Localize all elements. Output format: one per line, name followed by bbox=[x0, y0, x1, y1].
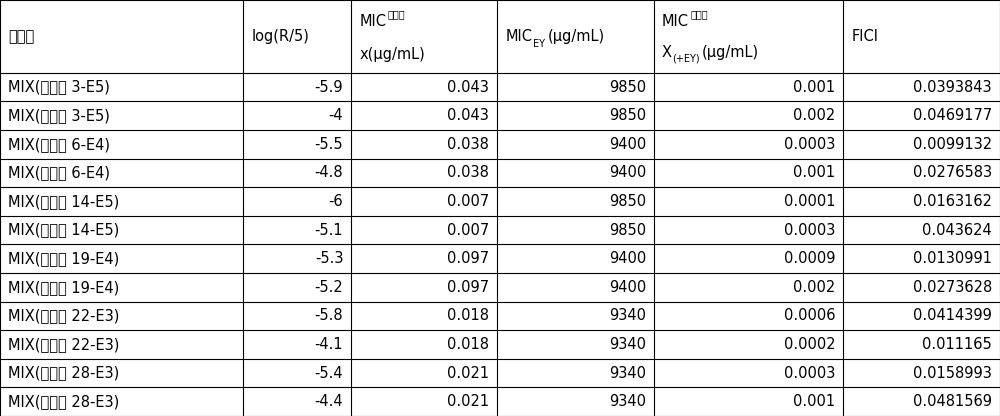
Text: 0.018: 0.018 bbox=[447, 337, 489, 352]
Text: 0.021: 0.021 bbox=[447, 366, 489, 381]
Text: FICI: FICI bbox=[851, 29, 878, 44]
Text: 0.0006: 0.0006 bbox=[784, 308, 835, 323]
Text: -4.1: -4.1 bbox=[315, 337, 343, 352]
Text: 0.0009: 0.0009 bbox=[784, 251, 835, 266]
Text: MIX(化合物 22-E3): MIX(化合物 22-E3) bbox=[8, 337, 119, 352]
Text: log(R/5): log(R/5) bbox=[251, 29, 309, 44]
Text: MIX(化合物 14-E5): MIX(化合物 14-E5) bbox=[8, 223, 119, 238]
Text: 0.0469177: 0.0469177 bbox=[913, 108, 992, 123]
Text: 9850: 9850 bbox=[609, 79, 646, 94]
Text: 0.001: 0.001 bbox=[793, 166, 835, 181]
Text: 0.0003: 0.0003 bbox=[784, 137, 835, 152]
Text: 0.0130991: 0.0130991 bbox=[913, 251, 992, 266]
Text: 0.097: 0.097 bbox=[447, 251, 489, 266]
Text: 9340: 9340 bbox=[609, 366, 646, 381]
Text: 9400: 9400 bbox=[609, 137, 646, 152]
Text: 9850: 9850 bbox=[609, 223, 646, 238]
Text: 0.0001: 0.0001 bbox=[784, 194, 835, 209]
Text: 0.0163162: 0.0163162 bbox=[913, 194, 992, 209]
Text: MIX(化合物 19-E4): MIX(化合物 19-E4) bbox=[8, 280, 119, 295]
Text: 0.007: 0.007 bbox=[447, 194, 489, 209]
Text: 0.007: 0.007 bbox=[447, 223, 489, 238]
Text: 0.001: 0.001 bbox=[793, 394, 835, 409]
Text: 0.001: 0.001 bbox=[793, 79, 835, 94]
Text: 9400: 9400 bbox=[609, 166, 646, 181]
Text: 9400: 9400 bbox=[609, 280, 646, 295]
Text: 0.002: 0.002 bbox=[793, 280, 835, 295]
Text: 化合物: 化合物 bbox=[690, 9, 708, 20]
Text: 9340: 9340 bbox=[609, 394, 646, 409]
Text: 0.021: 0.021 bbox=[447, 394, 489, 409]
Text: 0.038: 0.038 bbox=[447, 137, 489, 152]
Text: MIX(化合物 28-E3): MIX(化合物 28-E3) bbox=[8, 366, 119, 381]
Text: MIX(化合物 3-E5): MIX(化合物 3-E5) bbox=[8, 79, 110, 94]
Text: 0.0099132: 0.0099132 bbox=[913, 137, 992, 152]
Text: MIC: MIC bbox=[359, 14, 386, 30]
Text: 0.018: 0.018 bbox=[447, 308, 489, 323]
Text: 0.0002: 0.0002 bbox=[784, 337, 835, 352]
Text: 0.038: 0.038 bbox=[447, 166, 489, 181]
Text: EY: EY bbox=[533, 39, 545, 49]
Text: MIC: MIC bbox=[662, 14, 689, 30]
Text: MIX(化合物 3-E5): MIX(化合物 3-E5) bbox=[8, 108, 110, 123]
Text: 0.002: 0.002 bbox=[793, 108, 835, 123]
Text: 0.0414399: 0.0414399 bbox=[913, 308, 992, 323]
Text: MIX(化合物 22-E3): MIX(化合物 22-E3) bbox=[8, 308, 119, 323]
Text: 0.0003: 0.0003 bbox=[784, 223, 835, 238]
Text: 0.0276583: 0.0276583 bbox=[913, 166, 992, 181]
Text: MIX(化合物 19-E4): MIX(化合物 19-E4) bbox=[8, 251, 119, 266]
Text: -4.8: -4.8 bbox=[315, 166, 343, 181]
Text: 9340: 9340 bbox=[609, 308, 646, 323]
Text: 0.0273628: 0.0273628 bbox=[913, 280, 992, 295]
Text: MIX(化合物 14-E5): MIX(化合物 14-E5) bbox=[8, 194, 119, 209]
Text: 9850: 9850 bbox=[609, 194, 646, 209]
Text: -4: -4 bbox=[329, 108, 343, 123]
Text: 0.043624: 0.043624 bbox=[922, 223, 992, 238]
Text: 0.0481569: 0.0481569 bbox=[913, 394, 992, 409]
Text: (+EY): (+EY) bbox=[672, 54, 700, 64]
Text: -5.2: -5.2 bbox=[315, 280, 343, 295]
Text: 0.011165: 0.011165 bbox=[922, 337, 992, 352]
Text: -5.1: -5.1 bbox=[315, 223, 343, 238]
Text: 9850: 9850 bbox=[609, 108, 646, 123]
Text: -5.9: -5.9 bbox=[315, 79, 343, 94]
Text: 0.043: 0.043 bbox=[447, 79, 489, 94]
Text: 0.0158993: 0.0158993 bbox=[913, 366, 992, 381]
Text: MIC: MIC bbox=[505, 29, 532, 44]
Text: MIX(化合物 6-E4): MIX(化合物 6-E4) bbox=[8, 137, 110, 152]
Text: 0.043: 0.043 bbox=[447, 108, 489, 123]
Text: -6: -6 bbox=[329, 194, 343, 209]
Text: MIX(化合物 6-E4): MIX(化合物 6-E4) bbox=[8, 166, 110, 181]
Text: 化合物: 化合物 bbox=[387, 9, 405, 20]
Text: -4.4: -4.4 bbox=[315, 394, 343, 409]
Text: MIX(化合物 28-E3): MIX(化合物 28-E3) bbox=[8, 394, 119, 409]
Text: 0.0003: 0.0003 bbox=[784, 366, 835, 381]
Text: 0.097: 0.097 bbox=[447, 280, 489, 295]
Text: -5.4: -5.4 bbox=[315, 366, 343, 381]
Text: -5.5: -5.5 bbox=[315, 137, 343, 152]
Text: X: X bbox=[662, 45, 672, 60]
Text: -5.8: -5.8 bbox=[315, 308, 343, 323]
Text: 9400: 9400 bbox=[609, 251, 646, 266]
Text: (μg/mL): (μg/mL) bbox=[547, 29, 604, 44]
Text: 9340: 9340 bbox=[609, 337, 646, 352]
Text: 0.0393843: 0.0393843 bbox=[913, 79, 992, 94]
Text: 受试物: 受试物 bbox=[8, 29, 34, 44]
Text: -5.3: -5.3 bbox=[315, 251, 343, 266]
Text: x(μg/mL): x(μg/mL) bbox=[359, 47, 425, 62]
Text: (μg/mL): (μg/mL) bbox=[702, 45, 759, 60]
